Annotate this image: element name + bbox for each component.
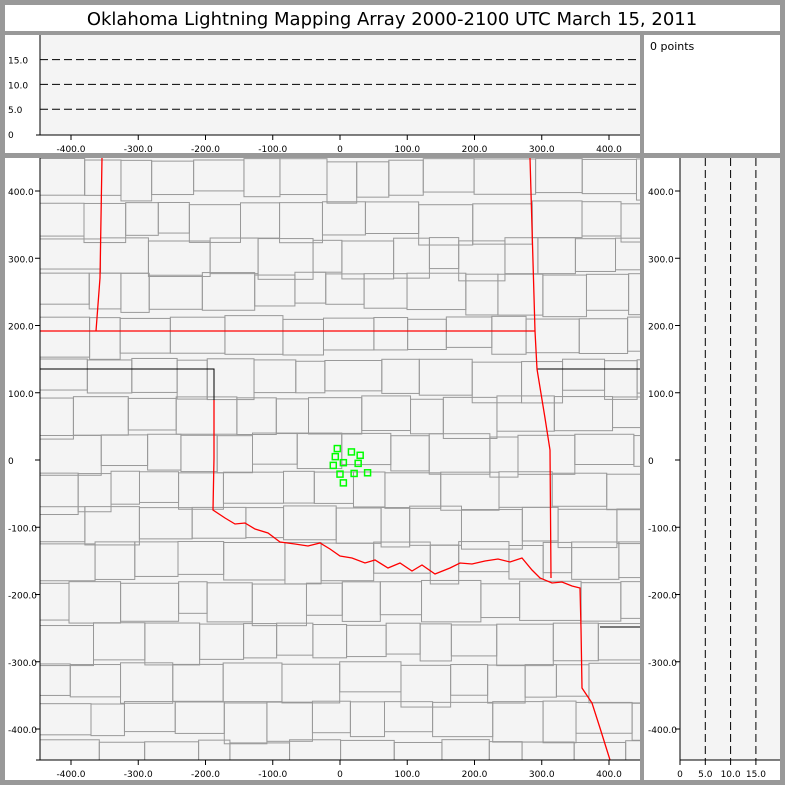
station-marker bbox=[329, 461, 338, 470]
map-y-tick-label: 300.0 bbox=[8, 255, 34, 265]
top-x-tick-label: 400.0 bbox=[596, 145, 622, 155]
map-x-tick-label: -300.0 bbox=[124, 770, 153, 780]
side-plot-area[interactable] bbox=[680, 158, 780, 760]
station-marker bbox=[331, 452, 340, 461]
points-count: 0 points bbox=[650, 40, 695, 53]
top-x-tick-label: -400.0 bbox=[56, 145, 85, 155]
side-y-tick-label: 400.0 bbox=[648, 188, 674, 198]
map-x-tick-label: 200.0 bbox=[462, 770, 488, 780]
station-marker bbox=[339, 458, 348, 467]
map-x-tick-label: -400.0 bbox=[56, 770, 85, 780]
top-y-tick-label: 15.0 bbox=[8, 57, 28, 67]
side-x-tick-label: 5.0 bbox=[698, 770, 713, 780]
map-x-tick-label: -100.0 bbox=[258, 770, 287, 780]
station-marker bbox=[354, 459, 362, 468]
top-y-tick-label: 10.0 bbox=[8, 81, 28, 91]
top-x-tick-label: 300.0 bbox=[529, 145, 555, 155]
points-panel bbox=[644, 35, 780, 153]
station-marker bbox=[347, 448, 356, 456]
top-x-tick-label: -300.0 bbox=[124, 145, 153, 155]
map-y-tick-label: 0 bbox=[8, 457, 14, 467]
side-y-tick-label: 200.0 bbox=[648, 323, 674, 333]
side-y-tick-label: 0 bbox=[648, 457, 654, 467]
map-area[interactable] bbox=[40, 158, 698, 781]
map-y-tick-label: 100.0 bbox=[8, 390, 34, 400]
top-x-tick-label: -100.0 bbox=[258, 145, 287, 155]
altitude-plot-area[interactable] bbox=[40, 35, 640, 135]
side-y-tick-label: -300.0 bbox=[648, 659, 677, 669]
station-marker bbox=[350, 469, 358, 478]
side-y-tick-label: -100.0 bbox=[648, 524, 677, 534]
county-borders bbox=[40, 158, 640, 760]
station-marker bbox=[356, 451, 364, 460]
side-x-tick-label: 10.0 bbox=[721, 770, 741, 780]
map-y-tick-label: -300.0 bbox=[8, 659, 37, 669]
top-x-tick-label: 100.0 bbox=[394, 145, 420, 155]
top-x-tick-label: 0 bbox=[337, 145, 343, 155]
station-marker bbox=[333, 444, 342, 453]
side-y-tick-label: -400.0 bbox=[648, 726, 677, 736]
map-y-tick-label: 400.0 bbox=[8, 188, 34, 198]
top-x-tick-label: 200.0 bbox=[462, 145, 488, 155]
side-y-tick-label: -200.0 bbox=[648, 592, 677, 602]
side-x-tick-label: 15.0 bbox=[746, 770, 766, 780]
map-y-tick-label: -200.0 bbox=[8, 592, 37, 602]
map-x-tick-label: 300.0 bbox=[529, 770, 555, 780]
side-x-tick-label: 0 bbox=[677, 770, 683, 780]
map-x-tick-label: 400.0 bbox=[596, 770, 622, 780]
top-y-tick-label: 0 bbox=[8, 131, 14, 141]
map-y-tick-label: 200.0 bbox=[8, 323, 34, 333]
station-marker bbox=[363, 469, 372, 477]
map-x-tick-label: -200.0 bbox=[191, 770, 220, 780]
state-borders-black bbox=[40, 368, 640, 628]
side-y-tick-label: 300.0 bbox=[648, 255, 674, 265]
lma-stations bbox=[329, 444, 372, 487]
side-y-tick-label: 100.0 bbox=[648, 390, 674, 400]
map-y-tick-label: -100.0 bbox=[8, 524, 37, 534]
station-marker bbox=[336, 470, 344, 478]
top-x-tick-label: -200.0 bbox=[191, 145, 220, 155]
station-marker bbox=[339, 479, 348, 487]
map-x-tick-label: 100.0 bbox=[394, 770, 420, 780]
page-title: Oklahoma Lightning Mapping Array 2000-21… bbox=[87, 9, 697, 30]
top-y-tick-label: 5.0 bbox=[8, 106, 23, 116]
map-x-tick-label: 0 bbox=[337, 770, 343, 780]
map-y-tick-label: -400.0 bbox=[8, 726, 37, 736]
state-borders-red bbox=[40, 158, 611, 760]
title-bar bbox=[5, 5, 780, 31]
